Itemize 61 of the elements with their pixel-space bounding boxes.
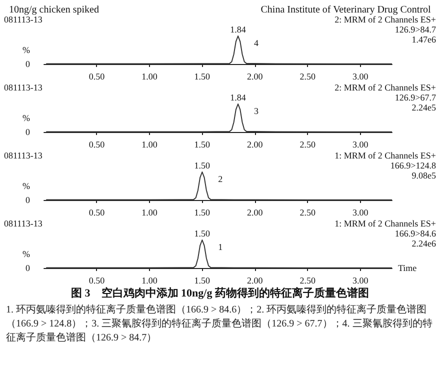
text: 126.9>84.7: [394, 24, 436, 34]
chart-subtitle: China Institute of Veterinary Drug Control: [260, 4, 432, 16]
x-tick-label: 1.50: [194, 140, 211, 150]
x-tick-label: 1.50: [194, 72, 211, 82]
x-tick-label: 2.00: [247, 276, 264, 286]
x-tick-label: 0.50: [88, 140, 106, 150]
text: 2.24e6: [412, 238, 436, 248]
text: 1: MRM of 2 Channels ES+: [334, 218, 436, 228]
annotation: 2: [218, 174, 223, 184]
x-tick-label: 2.00: [247, 208, 264, 218]
text: 1.84: [230, 92, 246, 102]
text: 081113-13: [4, 14, 43, 24]
y-axis-title: %: [22, 181, 30, 191]
x-tick-label: 2.00: [247, 140, 264, 150]
text: 1.50: [194, 160, 211, 170]
x-tick-label: 0.50: [88, 276, 106, 286]
annotation: 1: [218, 242, 223, 252]
text: 0: [26, 195, 30, 205]
x-tick-label: 1.00: [142, 72, 158, 82]
text: 1.84: [230, 24, 246, 34]
text: 0: [26, 59, 30, 69]
y-axis-title: %: [22, 249, 30, 259]
y-axis-title: %: [22, 113, 30, 123]
caption: 图 3 空白鸡肉中添加 10ng/g 药物得到的特征离子质量色谱图: [71, 286, 369, 300]
x-axis-title: Time: [398, 263, 417, 273]
x-tick-label: 2.50: [300, 140, 316, 150]
x-tick-label: 3.00: [352, 208, 369, 218]
text: 081113-13: [4, 82, 43, 92]
text: 0: [26, 127, 30, 137]
chart-title: 10ng/g chicken spiked: [9, 4, 99, 16]
x-tick-label: 0.50: [88, 72, 106, 82]
x-tick-label: 3.00: [352, 140, 369, 150]
text: 1.47e6: [412, 34, 436, 44]
x-tick-label: 3.00: [352, 276, 369, 286]
text: 2: MRM of 2 Channels ES+: [334, 14, 436, 24]
text: 1: MRM of 2 Channels ES+: [334, 150, 436, 160]
x-tick-label: 1.00: [142, 276, 158, 286]
x-tick-label: 0.50: [88, 208, 106, 218]
x-tick-label: 2.50: [300, 276, 316, 286]
x-tick-label: 3.00: [352, 72, 369, 82]
text: 2: MRM of 2 Channels ES+: [334, 82, 436, 92]
text: 0: [26, 263, 30, 273]
text: 2.24e5: [412, 102, 436, 112]
x-tick-label: 2.50: [300, 208, 316, 218]
x-tick-label: 2.50: [300, 72, 316, 82]
text: 1. 环丙氨嗪得到的特征离子质量色谱图（166.9 > 84.6）；2. 环丙氨嗪得到的特征离子质量色谱图（166.9 > 124.8）；3. 三聚氰胺得到的特征离子质量色谱图（126.9 > 67.7）；4. 三聚氰胺得到的特征离子质量色谱图（126.9 > 84.7）: [6, 304, 432, 344]
x-tick-label: 1.50: [194, 208, 211, 218]
text: 9.08e5: [412, 170, 436, 180]
text: 081113-13: [4, 218, 43, 228]
text: 081113-13: [4, 150, 43, 160]
x-tick-label: 1.00: [142, 140, 158, 150]
y-axis-title: %: [22, 45, 30, 55]
text: 166.9>124.8: [390, 160, 436, 170]
text: 166.9>84.6: [394, 228, 436, 238]
annotation: 4: [254, 38, 260, 48]
x-tick-label: 2.00: [247, 72, 264, 82]
text: 126.9>67.7: [394, 92, 436, 102]
x-tick-label: 1.50: [194, 276, 211, 286]
text: 1.50: [194, 228, 211, 238]
x-tick-label: 1.00: [142, 208, 158, 218]
annotation: 3: [254, 106, 260, 116]
